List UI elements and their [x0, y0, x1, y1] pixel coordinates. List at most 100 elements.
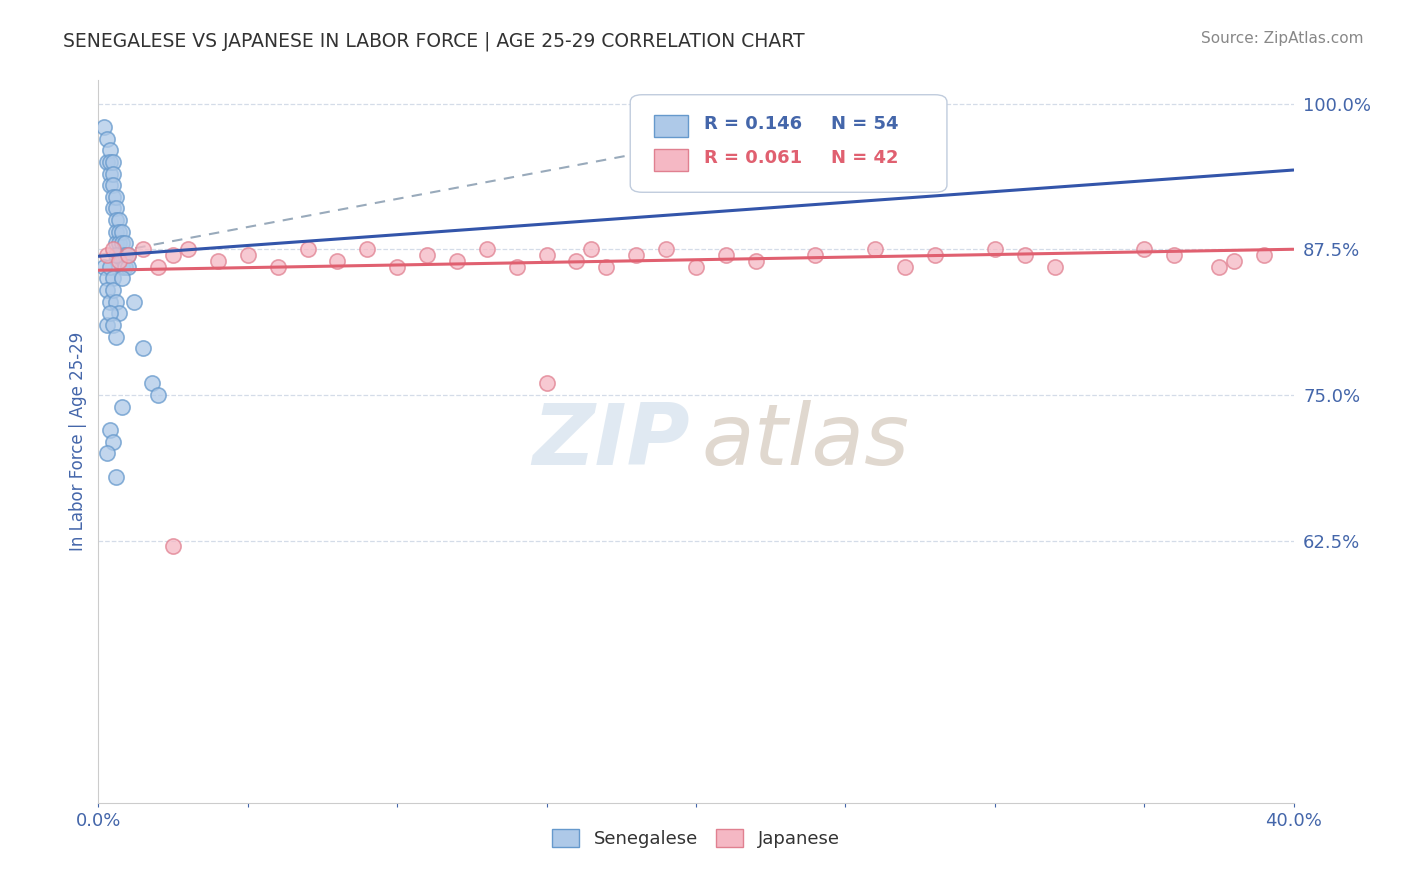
- Point: [117, 260, 139, 274]
- Text: atlas: atlas: [702, 400, 910, 483]
- Point: [103, 434, 125, 449]
- Point: [595, 260, 617, 274]
- Point: [326, 254, 349, 268]
- Point: [207, 254, 229, 268]
- Point: [114, 236, 136, 251]
- FancyBboxPatch shape: [654, 115, 688, 136]
- Point: [111, 260, 134, 274]
- Point: [132, 341, 155, 355]
- Point: [103, 190, 125, 204]
- Point: [1223, 254, 1246, 268]
- Point: [111, 225, 134, 239]
- Point: [108, 306, 131, 320]
- Point: [108, 236, 131, 251]
- Point: [105, 248, 128, 262]
- FancyBboxPatch shape: [630, 95, 948, 193]
- Point: [148, 260, 170, 274]
- Point: [1208, 260, 1230, 274]
- Point: [103, 178, 125, 193]
- Text: ZIP: ZIP: [533, 400, 690, 483]
- Point: [98, 178, 122, 193]
- Point: [98, 167, 122, 181]
- Point: [1043, 260, 1066, 274]
- Point: [111, 271, 134, 285]
- Point: [356, 242, 378, 256]
- Point: [98, 423, 122, 437]
- Point: [98, 260, 122, 274]
- Point: [132, 242, 155, 256]
- Point: [1253, 248, 1275, 262]
- Point: [93, 260, 115, 274]
- Point: [475, 242, 498, 256]
- Point: [103, 242, 125, 256]
- Point: [98, 154, 122, 169]
- Point: [105, 469, 128, 483]
- Point: [924, 248, 946, 262]
- Point: [105, 236, 128, 251]
- Point: [1163, 248, 1185, 262]
- Point: [141, 376, 163, 391]
- FancyBboxPatch shape: [654, 149, 688, 170]
- Point: [103, 202, 125, 216]
- Point: [804, 248, 827, 262]
- Point: [105, 329, 128, 343]
- Point: [96, 446, 118, 460]
- Point: [114, 248, 136, 262]
- Point: [148, 388, 170, 402]
- Point: [177, 242, 200, 256]
- Point: [117, 248, 139, 262]
- Point: [96, 318, 118, 332]
- Point: [111, 400, 134, 414]
- Point: [655, 242, 678, 256]
- Point: [267, 260, 290, 274]
- Point: [1014, 248, 1036, 262]
- Point: [111, 248, 134, 262]
- Point: [103, 154, 125, 169]
- Point: [93, 120, 115, 134]
- Point: [124, 294, 146, 309]
- Point: [894, 260, 917, 274]
- Point: [108, 225, 131, 239]
- Text: R = 0.146: R = 0.146: [704, 115, 803, 133]
- Point: [103, 167, 125, 181]
- Point: [1133, 242, 1156, 256]
- Point: [865, 242, 887, 256]
- Point: [98, 294, 122, 309]
- Point: [565, 254, 588, 268]
- Point: [96, 271, 118, 285]
- Point: [96, 283, 118, 297]
- Point: [103, 271, 125, 285]
- Point: [96, 154, 118, 169]
- Point: [626, 248, 648, 262]
- Point: [581, 242, 603, 256]
- Text: R = 0.061: R = 0.061: [704, 149, 803, 167]
- Point: [385, 260, 409, 274]
- Point: [506, 260, 529, 274]
- Point: [96, 248, 118, 262]
- Point: [236, 248, 259, 262]
- Point: [117, 248, 139, 262]
- Point: [105, 213, 128, 227]
- Point: [114, 260, 136, 274]
- Point: [108, 248, 131, 262]
- Legend: Senegalese, Japanese: Senegalese, Japanese: [546, 822, 846, 855]
- Text: N = 42: N = 42: [831, 149, 898, 167]
- Point: [96, 131, 118, 145]
- Point: [984, 242, 1007, 256]
- Point: [446, 254, 468, 268]
- Point: [105, 202, 128, 216]
- Y-axis label: In Labor Force | Age 25-29: In Labor Force | Age 25-29: [69, 332, 87, 551]
- Text: SENEGALESE VS JAPANESE IN LABOR FORCE | AGE 25-29 CORRELATION CHART: SENEGALESE VS JAPANESE IN LABOR FORCE | …: [63, 31, 804, 51]
- Point: [105, 294, 128, 309]
- Text: N = 54: N = 54: [831, 115, 898, 133]
- Point: [108, 213, 131, 227]
- Point: [98, 143, 122, 157]
- Point: [103, 318, 125, 332]
- Point: [536, 376, 558, 391]
- Point: [105, 190, 128, 204]
- Point: [536, 248, 558, 262]
- Point: [714, 248, 737, 262]
- Point: [745, 254, 768, 268]
- Point: [111, 236, 134, 251]
- Point: [103, 283, 125, 297]
